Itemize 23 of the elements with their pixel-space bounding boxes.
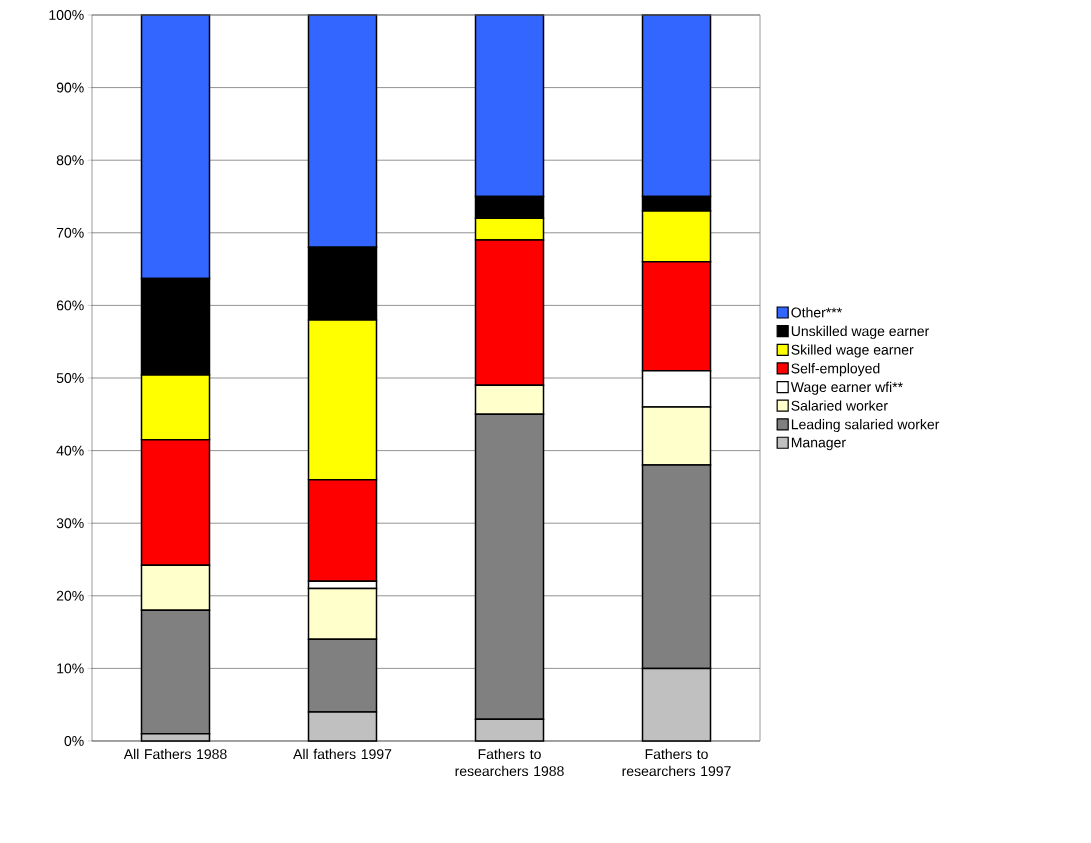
legend-label: Wage earner wfi** (790, 381, 903, 395)
y-tick-label: 70% (56, 227, 84, 238)
y-tick-label: 90% (56, 82, 84, 93)
legend-label: Unskilled wage earner (791, 325, 930, 339)
y-tick-label: 10% (57, 663, 84, 674)
legend-label: Skilled wage earner (791, 344, 914, 358)
legend-label: Self-employed (791, 363, 880, 377)
legend-label: Salaried worker (791, 400, 888, 411)
legend-label: Manager (791, 437, 846, 451)
legend-label: Other*** (791, 307, 842, 318)
y-tick-label: 30% (56, 518, 84, 529)
y-tick-label: 60% (56, 300, 84, 311)
y-tick-label: 50% (56, 373, 84, 383)
x-tick-label: All Fathers 1988 (123, 748, 227, 760)
y-tick-label: 40% (56, 445, 84, 456)
y-tick-label: 20% (56, 590, 84, 601)
y-tick-label: 80% (56, 155, 84, 166)
y-tick-label: 0% (64, 736, 84, 746)
x-tick-label: Fathers to researchers 1988 (455, 748, 564, 777)
x-tick-label: Fathers to researchers 1997 (622, 748, 731, 777)
x-tick-label: All fathers 1997 (293, 748, 392, 760)
legend-label: Leading salaried worker (791, 419, 940, 433)
y-tick-label: 100% (49, 10, 84, 20)
